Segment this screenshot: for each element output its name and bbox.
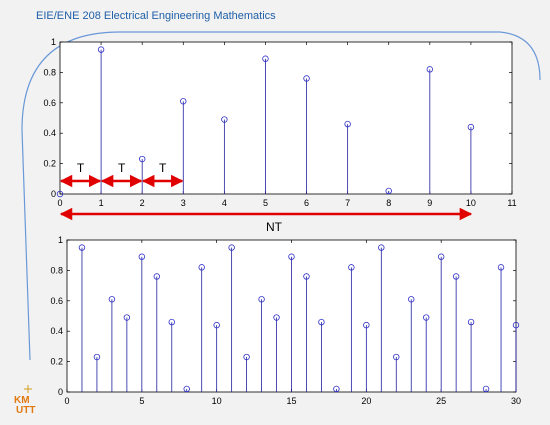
bottom-stem-marker <box>243 353 250 361</box>
period-label: T <box>118 161 126 175</box>
bottom-xtick-label: 15 <box>286 396 296 406</box>
bottom-stem-marker <box>288 253 295 260</box>
bottom-stem-marker <box>228 244 235 251</box>
bottom-stem-marker <box>363 321 370 329</box>
bottom-stem-marker <box>318 318 325 326</box>
bottom-stem-marker <box>168 318 175 326</box>
bottom-stem-marker <box>138 253 146 260</box>
top-stem-marker <box>303 75 310 82</box>
period-label: T <box>159 161 167 175</box>
top-xtick-label: 8 <box>386 198 391 208</box>
kmutt-logo: KM UTT <box>14 385 35 414</box>
bottom-stem-marker <box>423 314 430 321</box>
frame-arc-path <box>21 31 541 361</box>
bottom-ytick-label: 1 <box>58 235 63 245</box>
top-stem-marker <box>138 155 146 163</box>
top-xtick-label: 11 <box>507 198 516 208</box>
bottom-xtick-label: 5 <box>139 396 144 406</box>
top-stem-marker <box>344 120 351 128</box>
svg-text:KM: KM <box>14 395 30 406</box>
bottom-stem-marker <box>378 244 385 251</box>
top-stem-marker <box>467 123 475 131</box>
bottom-xtick-label: 0 <box>64 396 69 406</box>
top-xtick-label: 4 <box>222 198 227 208</box>
top-xtick-label: 7 <box>345 198 350 208</box>
bottom-stem-marker <box>93 353 101 361</box>
bottom-stem-marker <box>437 253 445 260</box>
bottom-stem-marker <box>123 314 131 321</box>
top-stem-marker <box>262 55 269 62</box>
bottom-stem-marker <box>452 273 460 280</box>
svg-text:UTT: UTT <box>16 405 35 414</box>
bottom-stem-marker <box>408 296 415 303</box>
bottom-ytick-label: 0.4 <box>50 326 63 336</box>
bottom-stem-marker <box>108 296 116 303</box>
top-ytick-label: 0.2 <box>43 159 56 169</box>
top-axes-box <box>59 41 513 195</box>
bottom-stem-marker <box>213 321 220 329</box>
top-stem-marker <box>97 46 105 53</box>
bottom-stem-marker <box>183 385 190 393</box>
top-stem-marker <box>385 187 392 195</box>
top-ytick-label: 0.8 <box>43 67 56 77</box>
top-ytick-label: 0.4 <box>43 128 56 138</box>
top-xtick-label: 3 <box>181 198 186 208</box>
bottom-ytick-label: 0.8 <box>50 265 63 275</box>
bottom-stem-marker <box>153 273 160 280</box>
bottom-xtick-label: 30 <box>511 396 521 406</box>
top-xtick-label: 6 <box>304 198 309 208</box>
top-xtick-label: 9 <box>427 198 432 208</box>
bottom-stem-marker <box>512 321 520 329</box>
top-xtick-label: 1 <box>99 198 104 208</box>
bottom-stem-marker <box>393 353 400 361</box>
period-label: T <box>77 161 85 175</box>
bottom-stem-marker <box>348 264 355 271</box>
bottom-xtick-label: 10 <box>212 396 222 406</box>
bottom-xtick-label: 25 <box>436 396 446 406</box>
top-ytick-label: 0.6 <box>43 98 56 108</box>
bottom-stem-marker <box>482 385 490 393</box>
bottom-ytick-label: 0 <box>58 387 63 397</box>
top-stem-marker <box>180 98 187 105</box>
bottom-stem-marker <box>497 264 505 271</box>
top-ytick-label: 1 <box>51 37 56 47</box>
top-xtick-label: 5 <box>263 198 268 208</box>
top-stem-marker <box>426 66 434 73</box>
top-stem-marker <box>221 116 228 123</box>
bottom-stem-marker <box>258 296 265 303</box>
bottom-stem-marker <box>467 318 475 326</box>
bottom-stem-marker <box>78 244 86 251</box>
bottom-ytick-label: 0.2 <box>50 357 63 367</box>
bottom-stem-marker <box>303 273 310 280</box>
top-xtick-label: 2 <box>140 198 145 208</box>
slide-title: EIE/ENE 208 Electrical Engineering Mathe… <box>36 10 276 22</box>
bottom-stem-marker <box>198 264 205 271</box>
bottom-stem-marker <box>333 385 340 393</box>
bottom-ytick-label: 0.6 <box>50 296 63 306</box>
top-ytick-label: 0 <box>51 189 56 199</box>
top-xtick-label: 0 <box>57 198 62 208</box>
bottom-stem-marker <box>273 314 280 321</box>
top-xtick-label: 10 <box>466 198 476 208</box>
top-stem-marker <box>56 190 64 198</box>
bottom-xtick-label: 20 <box>361 396 371 406</box>
nt-span-label: NT <box>266 220 283 234</box>
